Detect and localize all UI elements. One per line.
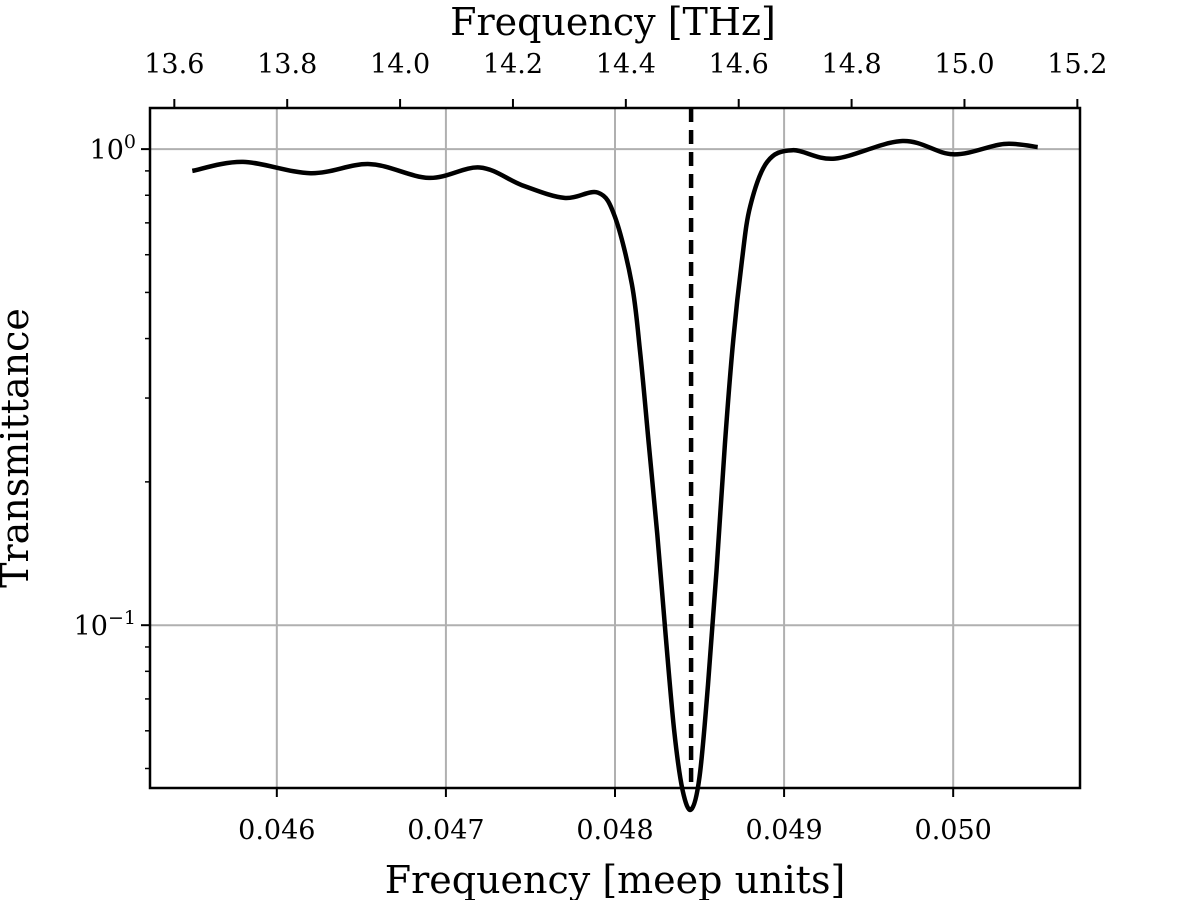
x-tick-label: 0.047 <box>407 815 484 846</box>
top-x-tick-label: 15.2 <box>1047 49 1107 80</box>
top-x-tick-label: 13.6 <box>144 49 204 80</box>
y-axis-title: Transmittance <box>0 308 37 588</box>
axis-ticks: 0.046 0.047 0.048 0.049 0.050 13.6 13.8 14.0 14.… <box>74 49 1108 846</box>
series-layer <box>191 138 1039 813</box>
top-x-tick-label: 14.0 <box>370 49 430 80</box>
top-x-tick-label: 15.0 <box>934 49 994 80</box>
y-tick-label-base: 10 <box>90 135 124 166</box>
grid-lines <box>150 108 1080 788</box>
y-tick-label: 100 <box>90 131 136 166</box>
y-tick-label: 10−1 <box>74 607 136 642</box>
x-tick-label: 0.046 <box>238 815 315 846</box>
top-x-tick-label: 14.8 <box>822 49 882 80</box>
x-tick-label: 0.048 <box>576 815 653 846</box>
y-tick-label-base: 10 <box>74 611 108 642</box>
transmittance-curve <box>191 138 1039 813</box>
top-x-tick-label: 14.6 <box>709 49 769 80</box>
top-x-axis-title: Frequency [THz] <box>450 0 776 44</box>
x-tick-label: 0.050 <box>915 815 992 846</box>
x-tick-label: 0.049 <box>745 815 822 846</box>
top-x-tick-label: 13.8 <box>257 49 317 80</box>
y-tick-label-exponent: −1 <box>108 607 136 629</box>
x-axis-title: Frequency [meep units] <box>385 858 846 900</box>
top-x-tick-label: 14.2 <box>483 49 543 80</box>
top-x-tick-label: 14.4 <box>596 49 656 80</box>
y-tick-label-exponent: 0 <box>124 131 136 153</box>
